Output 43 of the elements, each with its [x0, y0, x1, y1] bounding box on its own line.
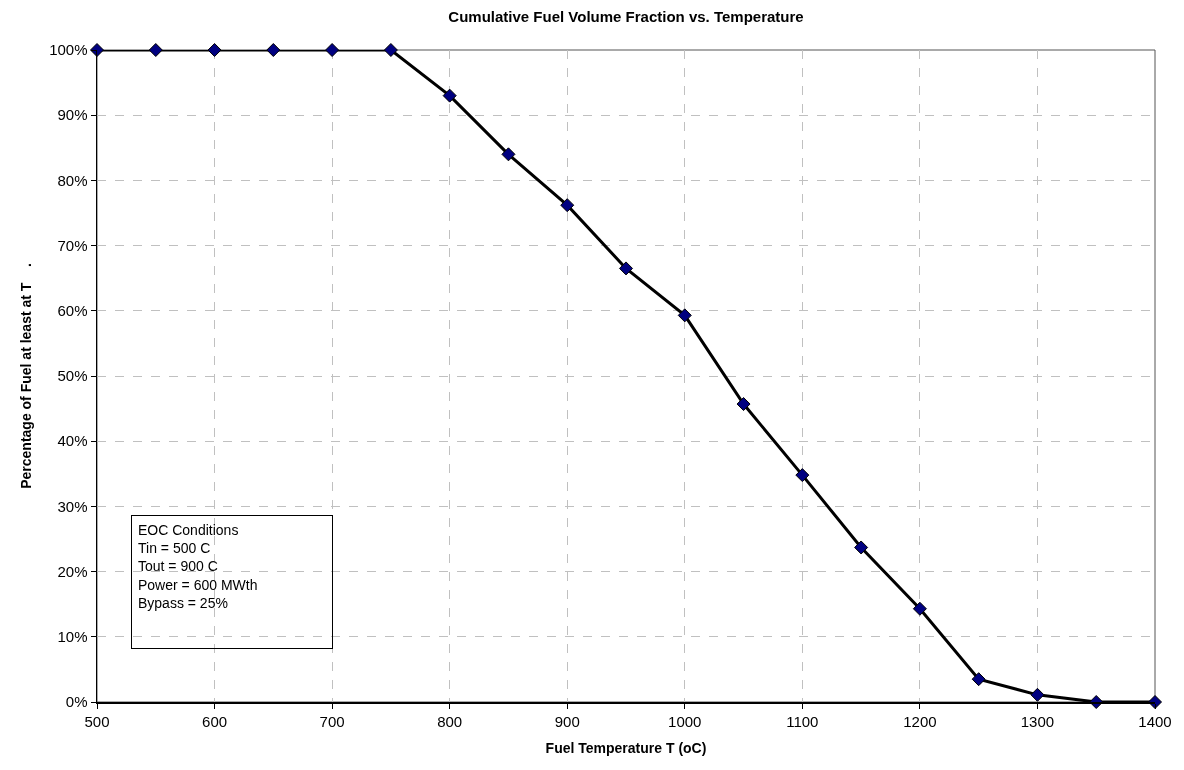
point — [325, 43, 340, 57]
y-axis-title: Percentage of Fuel at least at T . — [17, 263, 34, 489]
x-tick-label: 1000 — [668, 712, 702, 730]
point — [795, 468, 810, 483]
point — [442, 88, 457, 103]
y-tick-label: 80% — [57, 171, 88, 189]
point — [90, 43, 104, 57]
point — [677, 308, 692, 323]
x-axis-title: Fuel Temperature T (oC) — [545, 739, 707, 756]
point — [148, 43, 163, 57]
y-tick-label: 10% — [57, 628, 88, 646]
x-tick-label: 900 — [554, 712, 580, 730]
point — [619, 261, 633, 276]
x-tick-label: 500 — [84, 712, 110, 730]
point — [912, 601, 927, 616]
y-tick-label: 100% — [49, 41, 88, 59]
chart-title: Cumulative Fuel Volume Fraction vs. Temperature — [448, 8, 804, 26]
y-tick-label: 70% — [57, 236, 88, 254]
point — [383, 43, 398, 57]
point — [1030, 687, 1045, 702]
x-tick-label: 700 — [319, 712, 345, 730]
x-tick-label: 1300 — [1020, 712, 1055, 730]
x-tick-label: 1400 — [1138, 712, 1172, 730]
y-tick-label: 20% — [57, 562, 88, 580]
y-tick-label: 40% — [57, 432, 88, 450]
x-tick-label: 800 — [437, 712, 463, 730]
annotation: EOC Conditions Tin = 500 C Tout = 900 C Power = 600 MWth Bypass = 25% — [138, 522, 258, 611]
y-tick-label: 50% — [57, 367, 88, 385]
point — [854, 540, 869, 555]
y-tick-label: 60% — [57, 302, 88, 320]
point — [207, 43, 222, 57]
point — [1148, 695, 1162, 709]
point — [266, 43, 281, 57]
y-tick-label: 30% — [57, 497, 88, 515]
x-tick-label: 1100 — [786, 712, 819, 730]
point — [736, 397, 751, 412]
y-tick-label: 0% — [65, 693, 88, 711]
point — [560, 198, 575, 213]
x-tick-label: 600 — [202, 712, 228, 730]
point — [501, 147, 516, 162]
x-tick-label: 1200 — [903, 712, 937, 730]
y-tick-label: 90% — [57, 106, 88, 124]
point — [971, 672, 986, 687]
